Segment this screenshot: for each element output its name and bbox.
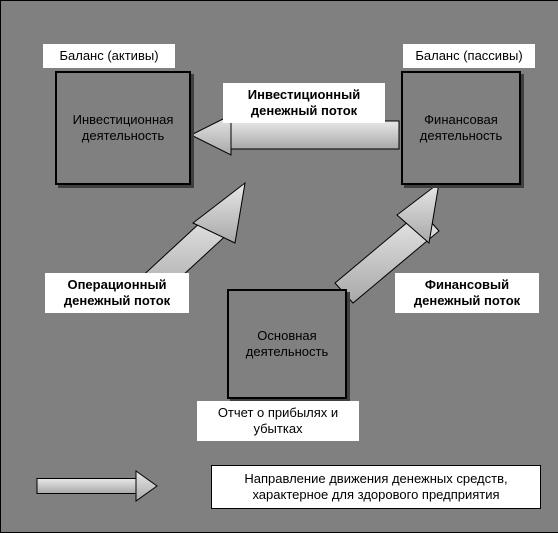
caption-financial: Баланс (пассивы): [403, 44, 535, 68]
edge-label-financialFlow: Финансовый денежный поток: [395, 273, 539, 313]
caption-main: Отчет о прибылях и убытках: [197, 401, 359, 441]
diagram-canvas: Инвестиционная деятельность Баланс (актив…: [0, 0, 558, 533]
legend-text: Направление движения денежных средств, х…: [211, 465, 541, 509]
caption-investment: Баланс (активы): [43, 44, 175, 68]
legend-arrow-icon: [37, 471, 157, 501]
node-main: Основная деятельность: [227, 289, 347, 399]
node-financial: Финансовая деятельность: [401, 71, 521, 185]
edge-label-operatingFlow: Операционный денежный поток: [45, 273, 189, 313]
edge-label-investmentFlow: Инвестиционный денежный поток: [223, 83, 385, 123]
node-investment: Инвестиционная деятельность: [55, 71, 191, 185]
